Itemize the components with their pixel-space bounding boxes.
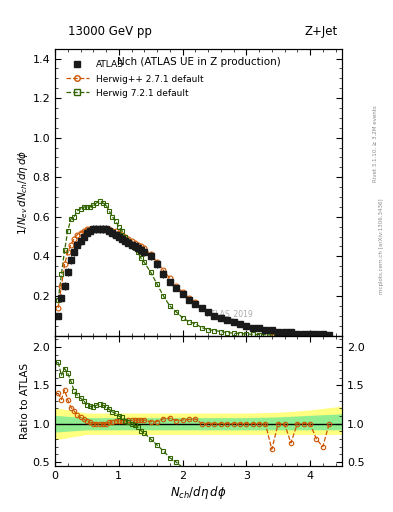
Text: Rivet 3.1.10, ≥ 3.2M events: Rivet 3.1.10, ≥ 3.2M events: [373, 105, 378, 182]
Legend: ATLAS, Herwig++ 2.7.1 default, Herwig 7.2.1 default: ATLAS, Herwig++ 2.7.1 default, Herwig 7.…: [62, 56, 207, 101]
X-axis label: $N_{ch}/d\eta\,d\phi$: $N_{ch}/d\eta\,d\phi$: [170, 483, 227, 501]
Y-axis label: $1/N_{ev}\,dN_{ch}/d\eta\,d\phi$: $1/N_{ev}\,dN_{ch}/d\eta\,d\phi$: [16, 150, 29, 234]
Text: ATLAS_2019: ATLAS_2019: [207, 309, 254, 318]
Text: Nch (ATLAS UE in Z production): Nch (ATLAS UE in Z production): [117, 57, 280, 67]
Text: 13000 GeV pp: 13000 GeV pp: [68, 26, 152, 38]
Y-axis label: Ratio to ATLAS: Ratio to ATLAS: [20, 362, 29, 439]
Text: mcplots.cern.ch [arXiv:1306.3436]: mcplots.cern.ch [arXiv:1306.3436]: [379, 198, 384, 293]
Text: Z+Jet: Z+Jet: [305, 26, 338, 38]
